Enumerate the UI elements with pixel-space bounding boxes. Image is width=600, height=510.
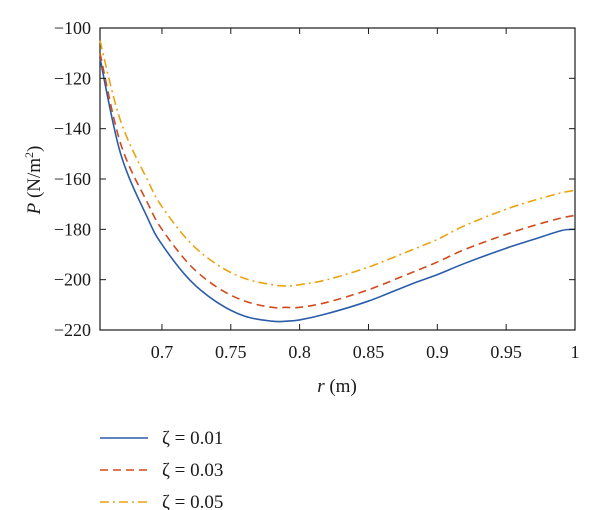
legend-label-2: ζ = 0.03 [162, 460, 223, 481]
y-tick-label: −180 [54, 219, 91, 239]
legend-label-3: ζ = 0.05 [162, 492, 223, 510]
plot-frame [99, 27, 576, 331]
x-axis-unit: (m) [325, 376, 357, 397]
y-axis-variable: P [24, 202, 45, 215]
x-tick-label: 0.85 [353, 342, 385, 362]
y-tick-label: −200 [54, 270, 91, 290]
x-tick-label: 0.75 [215, 342, 247, 362]
series-line-1 [99, 58, 576, 323]
y-axis-title: P (N/m2) [22, 146, 45, 216]
x-tick-label: 1 [571, 342, 580, 362]
x-tick-label: 0.9 [426, 342, 449, 362]
y-tick-label: −220 [54, 320, 91, 340]
x-axis-variable: r [317, 376, 325, 397]
legend-label-1: ζ = 0.01 [162, 428, 223, 449]
y-axis-unit-superscript: 2 [22, 152, 36, 158]
y-tick-label: −120 [54, 68, 91, 88]
x-axis-title: r (m) [317, 376, 357, 397]
legend: ζ = 0.01 ζ = 0.03 ζ = 0.05 [100, 428, 223, 510]
y-tick-label: −140 [54, 119, 91, 139]
series-line-2 [99, 52, 576, 309]
x-tick-label: 0.8 [288, 342, 311, 362]
y-axis-unit-prefix: (N/m [24, 158, 45, 203]
y-tick-label: −100 [54, 18, 91, 38]
y-axis-unit-suffix: ) [24, 146, 45, 152]
series-line-3 [99, 40, 576, 287]
x-tick-label: 0.95 [490, 342, 522, 362]
x-tick-label: 0.7 [151, 342, 174, 362]
series-layer [99, 40, 576, 323]
tick-layer: 0.7 0.75 0.8 0.85 0.9 0.95 1 −220 −200 −180 −160 −1… [54, 18, 580, 362]
y-tick-label: −160 [54, 169, 91, 189]
